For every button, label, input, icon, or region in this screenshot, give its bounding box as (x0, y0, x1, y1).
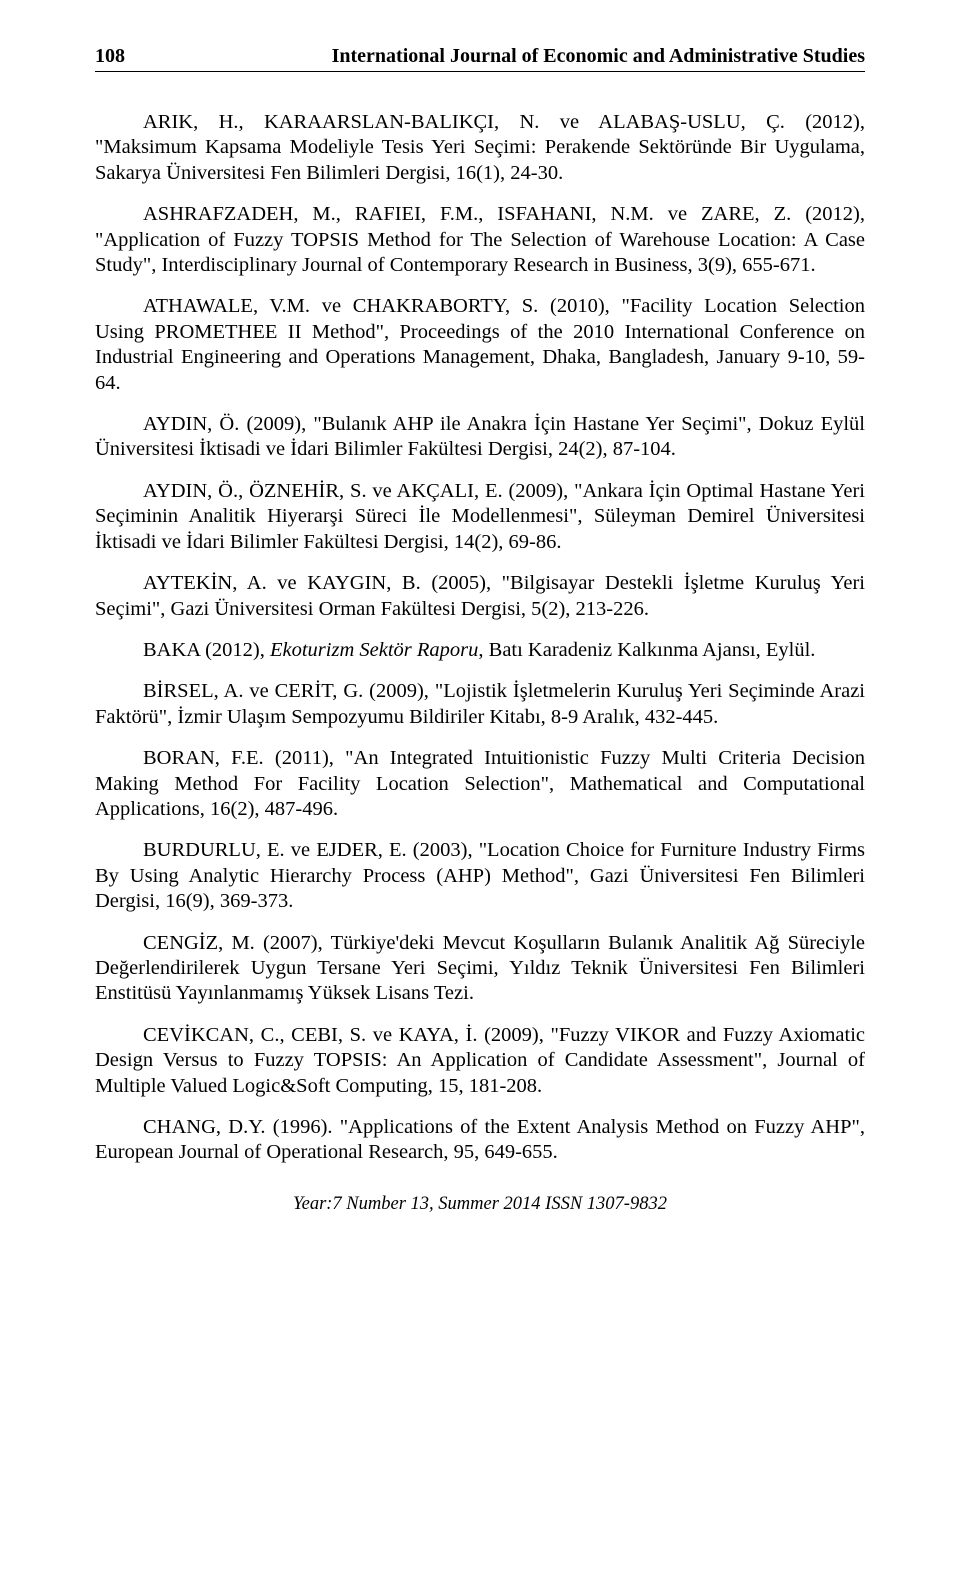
reference-item: AYDIN, Ö., ÖZNEHİR, S. ve AKÇALI, E. (20… (95, 479, 865, 555)
reference-item: CHANG, D.Y. (1996). "Applications of the… (95, 1115, 865, 1166)
reference-item-baka: BAKA (2012), Ekoturizm Sektör Raporu, Ba… (95, 638, 865, 663)
reference-prefix: BAKA (2012), (143, 639, 270, 661)
reference-suffix: , Batı Karadeniz Kalkınma Ajansı, Eylül. (478, 639, 815, 661)
reference-item: ASHRAFZADEH, M., RAFIEI, F.M., ISFAHANI,… (95, 202, 865, 278)
page-footer: Year:7 Number 13, Summer 2014 ISSN 1307-… (95, 1194, 865, 1215)
page-number: 108 (95, 45, 125, 68)
reference-item: CENGİZ, M. (2007), Türkiye'deki Mevcut K… (95, 931, 865, 1007)
reference-item: ARIK, H., KARAARSLAN-BALIKÇI, N. ve ALAB… (95, 110, 865, 186)
reference-item: ATHAWALE, V.M. ve CHAKRABORTY, S. (2010)… (95, 294, 865, 396)
reference-item: CEVİKCAN, C., CEBI, S. ve KAYA, İ. (2009… (95, 1023, 865, 1099)
references-list: ARIK, H., KARAARSLAN-BALIKÇI, N. ve ALAB… (95, 110, 865, 1166)
page-header: 108 International Journal of Economic an… (95, 45, 865, 72)
reference-italic: Ekoturizm Sektör Raporu (270, 639, 478, 661)
journal-title: International Journal of Economic and Ad… (332, 45, 865, 68)
reference-item: BİRSEL, A. ve CERİT, G. (2009), "Lojisti… (95, 679, 865, 730)
reference-item: AYDIN, Ö. (2009), "Bulanık AHP ile Anakr… (95, 412, 865, 463)
reference-item: AYTEKİN, A. ve KAYGIN, B. (2005), "Bilgi… (95, 571, 865, 622)
reference-item: BURDURLU, E. ve EJDER, E. (2003), "Locat… (95, 838, 865, 914)
reference-item: BORAN, F.E. (2011), "An Integrated Intui… (95, 746, 865, 822)
